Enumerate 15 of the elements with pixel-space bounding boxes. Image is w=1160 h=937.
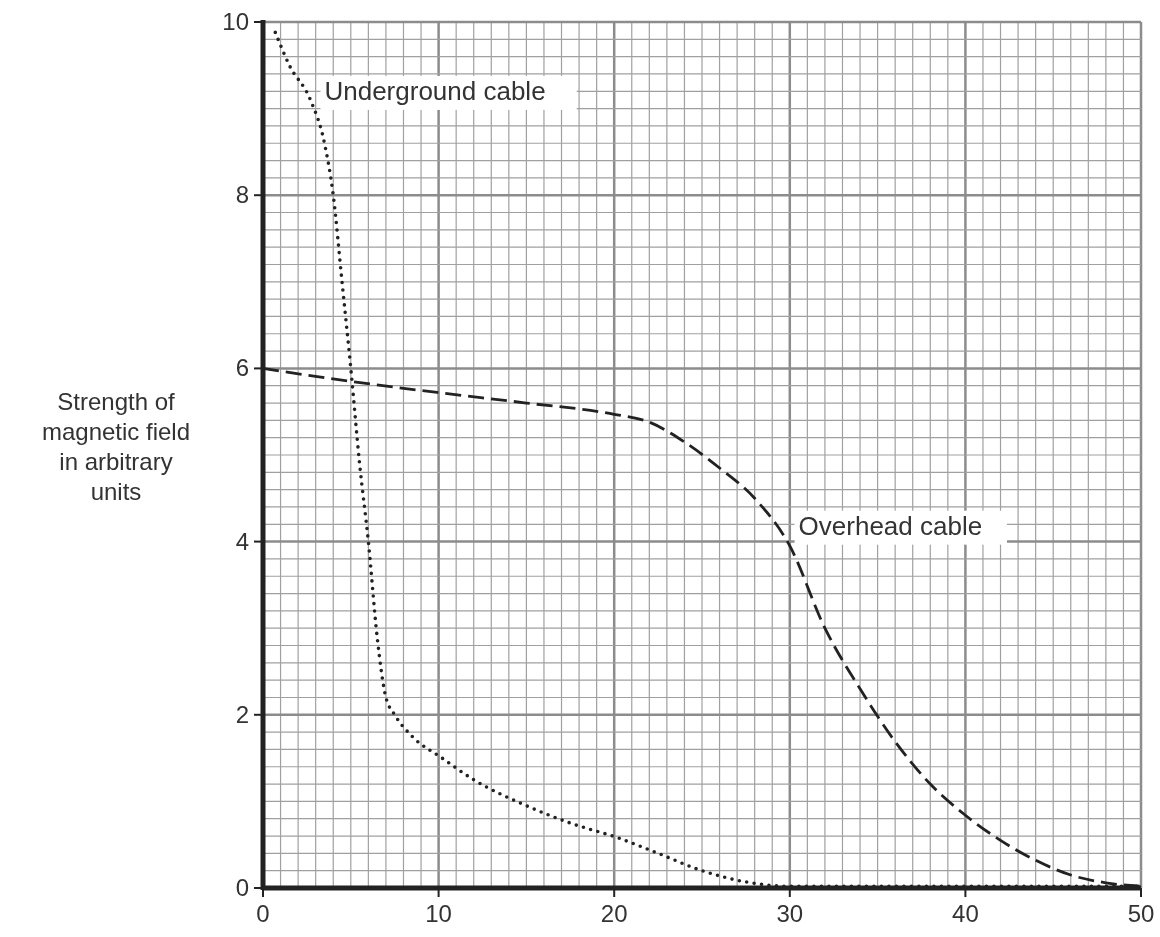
series-label: Underground cable: [324, 75, 546, 106]
y-tick-label: 8: [235, 181, 249, 209]
x-tick-label: 40: [952, 900, 979, 927]
x-tick-label: 20: [600, 900, 628, 927]
x-tick-label: 0: [256, 900, 270, 927]
y-tick-label: 4: [235, 527, 249, 555]
y-tick-label: 0: [235, 874, 249, 901]
y-tick-label: 2: [235, 700, 249, 728]
y-axis-title: Strength of magnetic field in arbitrary units: [41, 388, 191, 505]
y-tick-label: 10: [222, 8, 249, 35]
series-label: Overhead cable: [798, 510, 983, 541]
y-tick-label: 6: [235, 354, 249, 382]
x-tick-label: 50: [1127, 900, 1155, 927]
x-tick-label: 10: [425, 900, 452, 927]
x-tick-label: 30: [776, 900, 804, 927]
